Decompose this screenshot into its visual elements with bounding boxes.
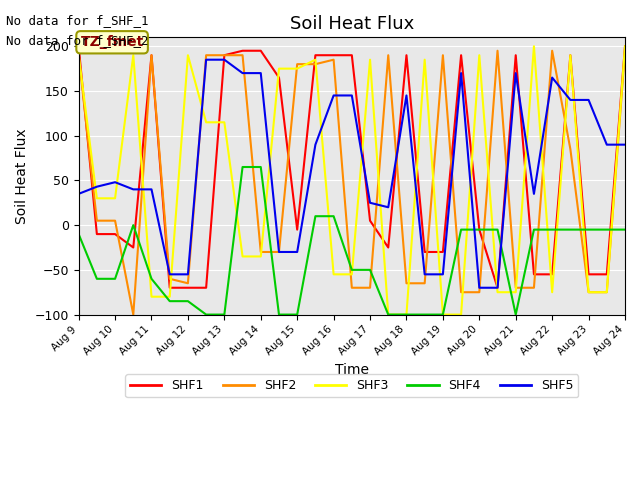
Y-axis label: Soil Heat Flux: Soil Heat Flux: [15, 128, 29, 224]
X-axis label: Time: Time: [335, 363, 369, 377]
Legend: SHF1, SHF2, SHF3, SHF4, SHF5: SHF1, SHF2, SHF3, SHF4, SHF5: [125, 374, 579, 397]
Text: No data for f_SHF_1: No data for f_SHF_1: [6, 14, 149, 27]
Title: Soil Heat Flux: Soil Heat Flux: [290, 15, 414, 33]
Text: No data for f_SHF_2: No data for f_SHF_2: [6, 34, 149, 47]
Text: TZ_fmet: TZ_fmet: [81, 35, 144, 49]
